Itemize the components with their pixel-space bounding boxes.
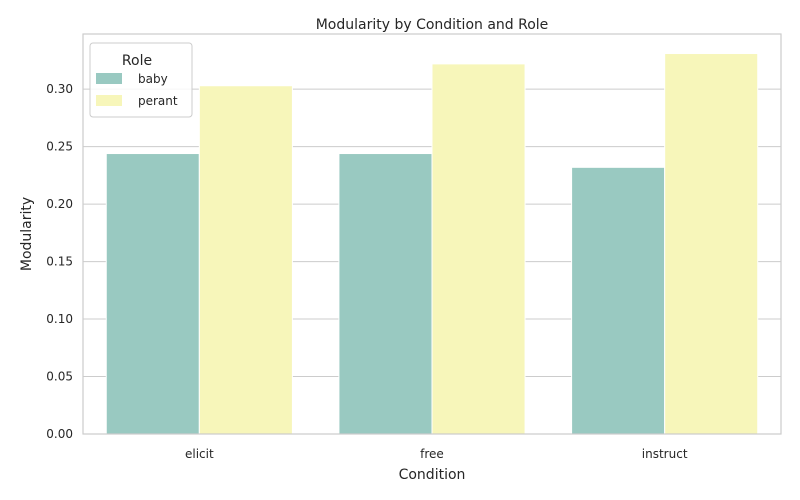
legend: Role baby perant xyxy=(89,42,193,118)
legend-swatch-perant xyxy=(96,95,122,106)
bar-baby-instruct xyxy=(571,166,666,435)
x-tick-label: free xyxy=(420,447,444,461)
bar-perant-instruct xyxy=(664,53,759,435)
x-axis-title: Condition xyxy=(399,467,466,483)
y-tick-label: 0.10 xyxy=(46,312,73,326)
x-tick-label: instruct xyxy=(642,447,688,461)
bar-perant-free xyxy=(431,63,526,435)
y-tick-label: 0.30 xyxy=(46,82,73,96)
plot-frame xyxy=(82,33,782,435)
y-tick-label: 0.25 xyxy=(46,140,73,154)
axes: 0.00 0.05 0.10 0.15 0.20 0.25 0.30 elicit free in… xyxy=(46,33,782,461)
bar-baby-free xyxy=(338,153,433,435)
y-tick-label: 0.20 xyxy=(46,197,73,211)
legend-label-baby: baby xyxy=(138,72,168,86)
y-tick-label: 0.05 xyxy=(46,370,73,384)
bar-perant-elicit xyxy=(198,85,293,435)
legend-swatch-baby xyxy=(96,73,122,84)
x-tick-label: elicit xyxy=(185,447,214,461)
y-tick-label: 0.15 xyxy=(46,255,73,269)
y-axis-title: Modularity xyxy=(19,197,35,271)
legend-label-perant: perant xyxy=(138,94,178,108)
legend-title: Role xyxy=(122,53,152,69)
bar-baby-elicit xyxy=(105,153,200,435)
chart-title: Modularity by Condition and Role xyxy=(316,17,549,33)
y-tick-label: 0.00 xyxy=(46,427,73,441)
